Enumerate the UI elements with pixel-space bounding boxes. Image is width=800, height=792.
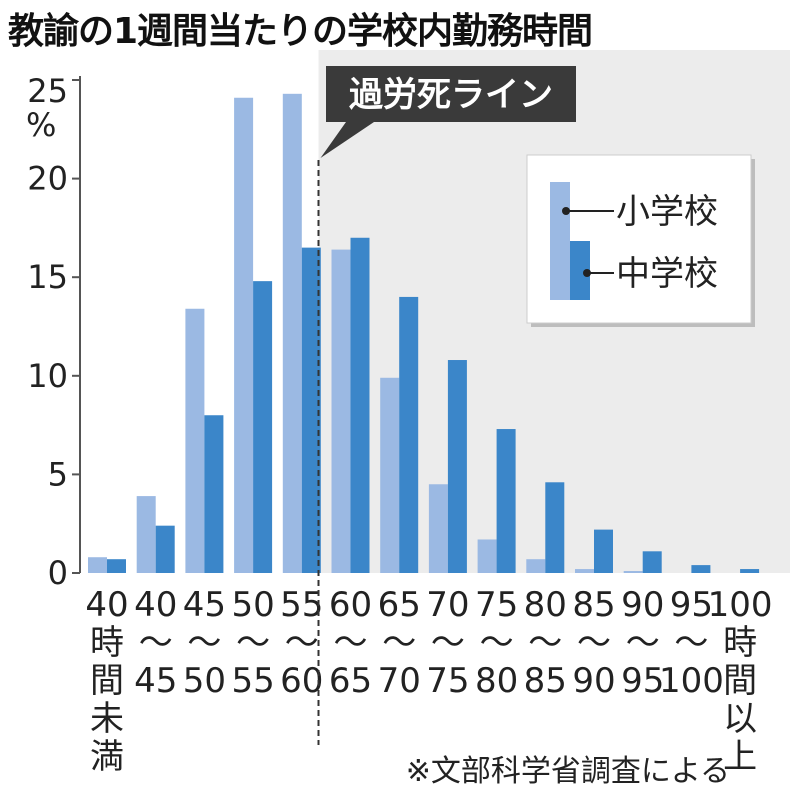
x-category-label: 40 — [134, 585, 177, 625]
x-category-label: 〜 — [577, 623, 611, 663]
x-category-label: 間 — [723, 661, 757, 701]
x-category-label: 100 — [659, 661, 724, 701]
x-category-label: 65 — [329, 661, 372, 701]
legend-swatch-elementary — [550, 182, 570, 300]
legend-label-junior-high: 中学校 — [616, 254, 718, 294]
x-category-label: 〜 — [334, 623, 368, 663]
bar-junior-high — [642, 551, 662, 573]
y-tick-label: 0 — [48, 554, 68, 592]
legend-label-elementary: 小学校 — [616, 192, 718, 232]
x-category-label: 70 — [426, 585, 469, 625]
x-category-label: 90 — [572, 661, 615, 701]
bar-elementary — [477, 539, 497, 573]
x-category-label: 95 — [621, 661, 664, 701]
bar-elementary — [185, 308, 205, 573]
legend-swatch-junior-high — [570, 241, 590, 300]
x-category-label: 間 — [90, 661, 124, 701]
x-category-label: 75 — [426, 661, 469, 701]
y-tick-label: 10 — [27, 357, 68, 395]
y-tick-label: 25 — [27, 72, 68, 110]
source-note: ※文部科学省調査による — [405, 754, 730, 789]
threshold-label-box — [320, 66, 576, 158]
y-axis-unit: % — [26, 106, 57, 144]
x-category-label: 80 — [475, 661, 518, 701]
x-category-label: 〜 — [236, 623, 270, 663]
x-category-label: 45 — [183, 585, 226, 625]
y-tick-label: 20 — [27, 160, 68, 198]
y-tick-label: 5 — [48, 455, 68, 493]
bar-elementary — [234, 97, 254, 574]
x-category-label: 未 — [90, 699, 124, 739]
bar-junior-high — [740, 569, 760, 573]
bar-junior-high — [253, 281, 273, 573]
bar-elementary — [282, 93, 302, 573]
bar-elementary — [428, 484, 448, 573]
bar-junior-high — [594, 529, 613, 573]
x-category-label: 〜 — [528, 623, 562, 663]
bar-junior-high — [107, 559, 126, 573]
x-category-label: 60 — [280, 661, 323, 701]
bar-elementary — [331, 249, 351, 574]
bar-elementary — [623, 571, 643, 573]
bar-junior-high — [545, 482, 565, 573]
x-category-label: 以 — [723, 699, 757, 739]
bar-junior-high — [496, 429, 516, 573]
x-category-label: 65 — [378, 585, 421, 625]
bar-elementary — [88, 557, 107, 573]
x-category-label: 75 — [475, 585, 518, 625]
bar-junior-high — [447, 360, 467, 573]
x-category-label: 時 — [90, 623, 124, 663]
x-category-label: 〜 — [626, 623, 660, 663]
x-category-label: 上 — [723, 737, 757, 777]
bar-elementary — [136, 496, 156, 573]
x-category-label: 〜 — [139, 623, 173, 663]
x-category-label: 85 — [572, 585, 615, 625]
bar-elementary — [380, 377, 400, 573]
x-category-label: 50 — [183, 661, 226, 701]
bar-junior-high — [691, 565, 711, 573]
bar-junior-high — [399, 296, 419, 573]
x-category-label: 85 — [524, 661, 567, 701]
threshold-label: 過労死ライン — [349, 75, 553, 115]
x-category-label: 50 — [231, 585, 274, 625]
x-category-label: 〜 — [431, 623, 465, 663]
x-category-label: 〜 — [480, 623, 514, 663]
x-category-label: 100 — [708, 585, 773, 625]
bar-junior-high — [301, 247, 321, 573]
x-category-label: 満 — [90, 737, 124, 777]
x-category-label: 55 — [280, 585, 323, 625]
y-tick-label: 15 — [27, 258, 68, 296]
x-category-label: 〜 — [187, 623, 221, 663]
chart-title: 教諭の1週間当たりの学校内勤務時間 — [8, 11, 593, 52]
bar-elementary — [575, 569, 594, 573]
bar-elementary — [526, 559, 546, 573]
bar-junior-high — [204, 415, 224, 573]
x-category-label: 45 — [134, 661, 177, 701]
x-category-label: 55 — [231, 661, 274, 701]
x-category-label: 90 — [621, 585, 664, 625]
x-category-label: 60 — [329, 585, 372, 625]
bar-junior-high — [155, 525, 175, 573]
x-category-label: 時 — [723, 623, 757, 663]
x-category-label: 〜 — [674, 623, 708, 663]
x-category-label: 95 — [670, 585, 713, 625]
x-category-label: 80 — [524, 585, 567, 625]
x-category-label: 70 — [378, 661, 421, 701]
x-category-label: 〜 — [382, 623, 416, 663]
x-category-label: 40 — [85, 585, 128, 625]
x-category-label: 〜 — [285, 623, 319, 663]
bar-junior-high — [350, 237, 370, 573]
